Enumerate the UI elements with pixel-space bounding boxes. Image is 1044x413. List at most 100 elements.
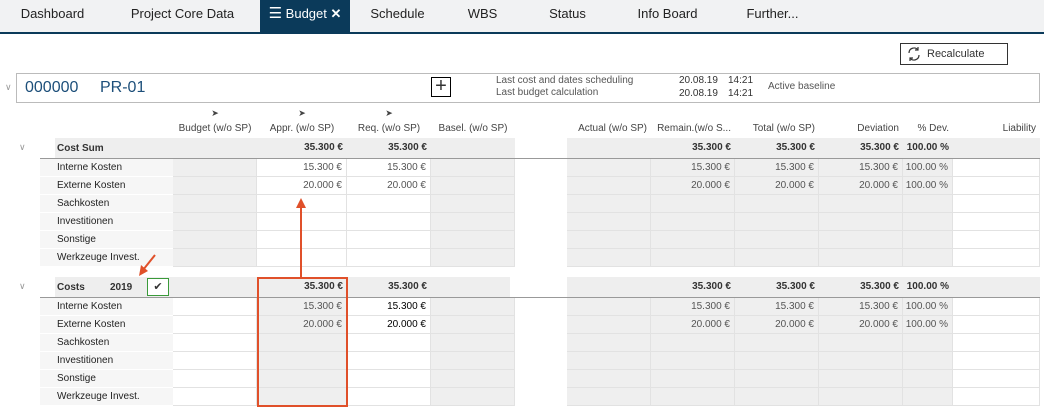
table-cell[interactable] bbox=[347, 231, 431, 249]
table-cell[interactable]: 20.000 € bbox=[651, 177, 735, 195]
table-cell[interactable] bbox=[735, 249, 819, 267]
table-cell[interactable] bbox=[173, 249, 257, 267]
table-cell[interactable] bbox=[431, 213, 515, 231]
tab-status[interactable]: Status bbox=[520, 0, 615, 32]
table-cell[interactable] bbox=[431, 334, 515, 352]
tab-dashboard[interactable]: Dashboard bbox=[0, 0, 105, 32]
table-cell[interactable]: 20.000 € bbox=[735, 177, 819, 195]
column-header[interactable]: Actual (w/o SP) bbox=[567, 123, 651, 134]
table-cell[interactable] bbox=[953, 388, 1040, 406]
column-header[interactable]: Liability bbox=[953, 123, 1040, 134]
table-cell[interactable] bbox=[173, 334, 257, 352]
table-cell[interactable] bbox=[651, 195, 735, 213]
table-cell[interactable] bbox=[953, 352, 1040, 370]
collapse-group-chevron-icon[interactable]: ∨ bbox=[19, 142, 26, 152]
table-cell[interactable] bbox=[431, 388, 515, 406]
table-cell[interactable]: 100.00 % bbox=[903, 177, 953, 195]
table-cell[interactable] bbox=[347, 249, 431, 267]
table-cell[interactable]: 15.300 € bbox=[257, 159, 347, 177]
table-cell[interactable] bbox=[567, 177, 651, 195]
table-cell[interactable] bbox=[819, 334, 903, 352]
table-cell[interactable] bbox=[173, 213, 257, 231]
tab-info-board[interactable]: Info Board bbox=[615, 0, 720, 32]
table-cell[interactable]: 20.000 € bbox=[819, 316, 903, 334]
table-cell[interactable] bbox=[431, 298, 515, 316]
table-cell[interactable]: 100.00 % bbox=[903, 159, 953, 177]
table-cell[interactable] bbox=[953, 316, 1040, 334]
table-cell[interactable] bbox=[567, 334, 651, 352]
table-cell[interactable] bbox=[173, 298, 257, 316]
table-cell[interactable] bbox=[431, 370, 515, 388]
table-cell[interactable] bbox=[953, 213, 1040, 231]
table-cell[interactable] bbox=[953, 334, 1040, 352]
table-cell[interactable] bbox=[903, 213, 953, 231]
table-cell[interactable] bbox=[953, 231, 1040, 249]
table-cell[interactable]: 20.000 € bbox=[257, 177, 347, 195]
table-cell[interactable] bbox=[567, 231, 651, 249]
table-cell[interactable] bbox=[567, 370, 651, 388]
column-header[interactable]: % Dev. bbox=[903, 123, 953, 134]
table-cell[interactable] bbox=[173, 352, 257, 370]
table-cell[interactable] bbox=[651, 213, 735, 231]
table-cell[interactable] bbox=[819, 388, 903, 406]
column-header[interactable]: ➤ Req. (w/o SP) bbox=[347, 109, 431, 135]
table-cell[interactable] bbox=[953, 195, 1040, 213]
table-cell[interactable] bbox=[173, 388, 257, 406]
tab-further-[interactable]: Further... bbox=[720, 0, 825, 32]
table-cell[interactable] bbox=[651, 334, 735, 352]
close-tab-icon[interactable]: ✕ bbox=[330, 6, 342, 21]
table-cell[interactable] bbox=[819, 249, 903, 267]
table-cell[interactable] bbox=[567, 159, 651, 177]
table-cell[interactable] bbox=[173, 195, 257, 213]
collapse-project-chevron-icon[interactable]: ∨ bbox=[5, 82, 12, 92]
column-header[interactable]: Deviation bbox=[819, 123, 903, 134]
column-header[interactable]: Total (w/o SP) bbox=[735, 123, 819, 134]
table-cell[interactable] bbox=[431, 249, 515, 267]
collapse-group-chevron-icon[interactable]: ∨ bbox=[19, 281, 26, 291]
tab-project-core-data[interactable]: Project Core Data bbox=[105, 0, 260, 32]
table-cell[interactable] bbox=[347, 352, 431, 370]
table-cell[interactable] bbox=[173, 316, 257, 334]
table-cell[interactable] bbox=[173, 159, 257, 177]
table-cell[interactable] bbox=[347, 370, 431, 388]
table-cell[interactable] bbox=[903, 249, 953, 267]
column-header[interactable]: Basel. (w/o SP) bbox=[431, 123, 515, 134]
table-cell[interactable]: 100.00 % bbox=[903, 298, 953, 316]
recalculate-button[interactable]: Recalculate bbox=[900, 43, 1008, 65]
table-cell[interactable] bbox=[735, 388, 819, 406]
table-cell[interactable]: 20.000 € bbox=[347, 316, 431, 334]
menu-icon[interactable]: ☰ bbox=[268, 5, 283, 22]
table-cell[interactable] bbox=[953, 298, 1040, 316]
table-cell[interactable] bbox=[903, 388, 953, 406]
table-cell[interactable] bbox=[431, 316, 515, 334]
table-cell[interactable] bbox=[903, 334, 953, 352]
table-cell[interactable] bbox=[819, 213, 903, 231]
add-button[interactable]: + bbox=[431, 76, 451, 97]
table-cell[interactable] bbox=[735, 334, 819, 352]
table-cell[interactable] bbox=[953, 159, 1040, 177]
tab-schedule[interactable]: Schedule bbox=[350, 0, 445, 32]
table-cell[interactable] bbox=[903, 370, 953, 388]
table-cell[interactable]: 100.00 % bbox=[903, 316, 953, 334]
table-cell[interactable] bbox=[567, 316, 651, 334]
table-cell[interactable]: 15.300 € bbox=[819, 298, 903, 316]
table-cell[interactable] bbox=[173, 370, 257, 388]
table-cell[interactable] bbox=[953, 177, 1040, 195]
table-cell[interactable] bbox=[819, 370, 903, 388]
table-cell[interactable] bbox=[903, 195, 953, 213]
table-cell[interactable] bbox=[735, 231, 819, 249]
table-cell[interactable] bbox=[347, 213, 431, 231]
table-cell[interactable] bbox=[173, 177, 257, 195]
table-cell[interactable] bbox=[651, 231, 735, 249]
table-cell[interactable] bbox=[651, 249, 735, 267]
table-cell[interactable] bbox=[819, 352, 903, 370]
table-cell[interactable]: 15.300 € bbox=[735, 159, 819, 177]
table-cell[interactable] bbox=[431, 159, 515, 177]
table-cell[interactable] bbox=[431, 177, 515, 195]
table-cell[interactable]: 20.000 € bbox=[651, 316, 735, 334]
table-cell[interactable]: 20.000 € bbox=[819, 177, 903, 195]
table-cell[interactable] bbox=[347, 388, 431, 406]
tab-wbs[interactable]: WBS bbox=[445, 0, 520, 32]
table-cell[interactable] bbox=[819, 231, 903, 249]
table-cell[interactable]: 20.000 € bbox=[347, 177, 431, 195]
